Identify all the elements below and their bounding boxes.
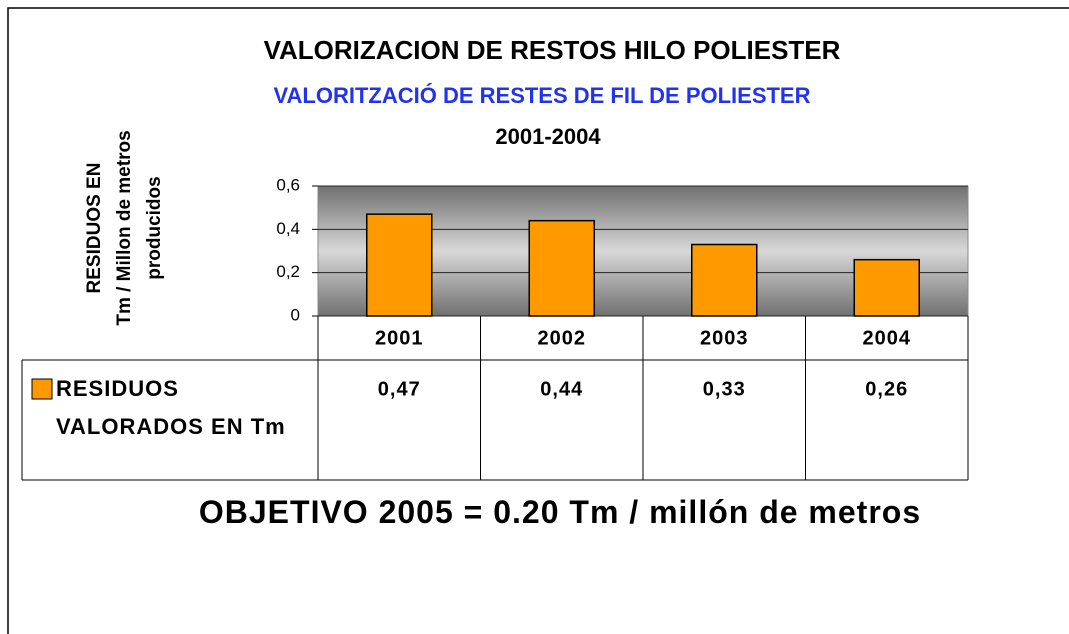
chart-title: VALORIZACION DE RESTOS HILO POLIESTER [264, 35, 841, 65]
y-tick-label: 0,4 [276, 219, 300, 238]
y-axis-label: Tm / Millon de metros [114, 130, 135, 325]
value-label: 0,26 [865, 378, 908, 400]
value-label: 0,44 [540, 378, 583, 400]
period: 2001-2004 [495, 124, 601, 149]
y-tick-label: 0,2 [276, 262, 300, 281]
x-tick-label: 2002 [538, 327, 587, 349]
y-axis-label: producidos [144, 176, 165, 279]
bar [528, 219, 595, 317]
legend-key [31, 378, 53, 400]
x-tick-label: 2003 [700, 327, 749, 349]
y-tick-label: 0,6 [276, 175, 300, 194]
value-label: 0,47 [378, 378, 421, 400]
x-tick-label: 2004 [863, 327, 912, 349]
y-tick-label: 0 [291, 305, 300, 324]
bar [853, 258, 920, 317]
value-label: 0,33 [703, 378, 746, 400]
frame [7, 7, 1069, 634]
chart-subtitle: VALORITZACIÓ DE RESTES DE FIL DE POLIEST… [273, 83, 810, 108]
annotation: OBJETIVO 2005 = 0.20 Tm / millón de metr… [198, 494, 922, 530]
bar [366, 213, 433, 317]
x-tick-label: 2001 [375, 327, 424, 349]
bar [691, 243, 758, 317]
legend-label: RESIDUOS VALORADOS EN Tm [56, 376, 286, 439]
y-axis-label: RESIDUOS EN [84, 163, 105, 294]
